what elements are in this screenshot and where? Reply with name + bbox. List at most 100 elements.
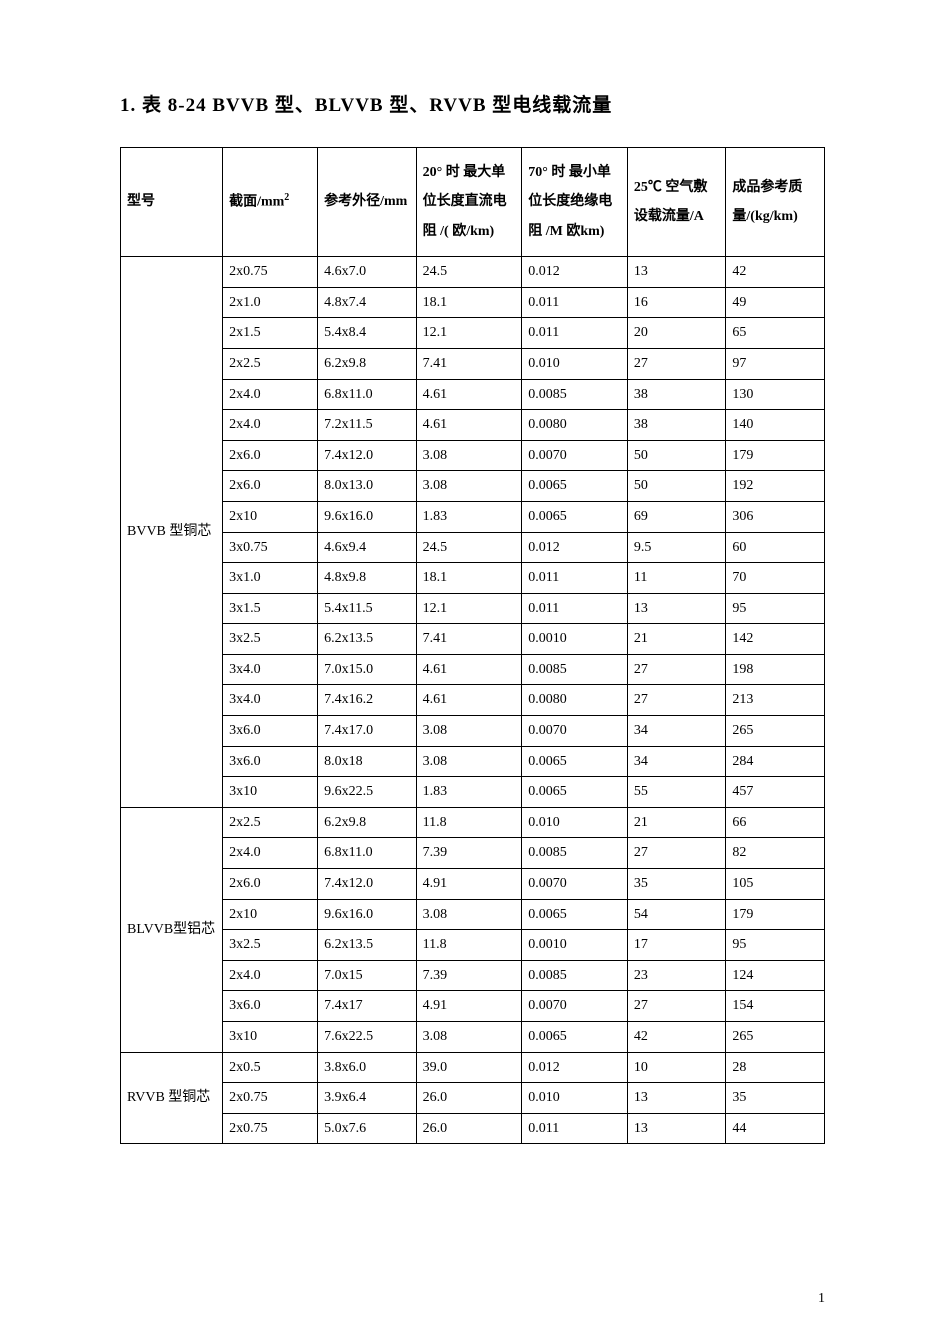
data-cell: 0.0080 (522, 685, 628, 716)
data-cell: 8.0x18 (318, 746, 417, 777)
data-cell: 26.0 (416, 1113, 522, 1144)
data-cell: 0.010 (522, 807, 628, 838)
col-dc20: 20° 时 最大单位长度直流电阻 /( 欧/km) (416, 148, 522, 257)
data-cell: 6.8x11.0 (318, 838, 417, 869)
data-cell: 6.2x13.5 (318, 624, 417, 655)
data-cell: 124 (726, 960, 825, 991)
data-cell: 11.8 (416, 807, 522, 838)
data-cell: 0.0065 (522, 1022, 628, 1053)
data-cell: 9.5 (627, 532, 726, 563)
data-cell: 12.1 (416, 318, 522, 349)
data-cell: 3.08 (416, 471, 522, 502)
data-cell: 0.012 (522, 257, 628, 288)
data-cell: 0.0085 (522, 838, 628, 869)
data-cell: 69 (627, 501, 726, 532)
model-cell: BLVVB型铝芯 (121, 807, 223, 1052)
data-cell: 13 (627, 1083, 726, 1114)
data-cell: 0.011 (522, 593, 628, 624)
table-row: 3x6.07.4x17.03.080.007034265 (121, 716, 825, 747)
data-cell: 3x1.0 (223, 563, 318, 594)
data-cell: 1.83 (416, 777, 522, 808)
data-cell: 2x4.0 (223, 960, 318, 991)
data-cell: 0.010 (522, 1083, 628, 1114)
data-cell: 50 (627, 471, 726, 502)
data-cell: 3.9x6.4 (318, 1083, 417, 1114)
col-ins70: 70° 时 最小单位长度绝缘电阻 /M 欧km) (522, 148, 628, 257)
data-cell: 2x6.0 (223, 471, 318, 502)
data-cell: 6.8x11.0 (318, 379, 417, 410)
data-cell: 3x10 (223, 777, 318, 808)
data-cell: 50 (627, 440, 726, 471)
data-cell: 0.0065 (522, 501, 628, 532)
data-cell: 3x4.0 (223, 654, 318, 685)
data-cell: 198 (726, 654, 825, 685)
data-cell: 27 (627, 654, 726, 685)
table-row: 2x109.6x16.03.080.006554179 (121, 899, 825, 930)
table-row: 2x6.07.4x12.04.910.007035105 (121, 869, 825, 900)
data-cell: 0.0085 (522, 960, 628, 991)
data-cell: 35 (726, 1083, 825, 1114)
data-cell: 2x4.0 (223, 410, 318, 441)
model-cell: RVVB 型铜芯 (121, 1052, 223, 1144)
data-cell: 4.8x7.4 (318, 287, 417, 318)
data-cell: 2x10 (223, 899, 318, 930)
data-cell: 179 (726, 899, 825, 930)
data-cell: 18.1 (416, 287, 522, 318)
data-cell: 3x2.5 (223, 624, 318, 655)
data-cell: 4.6x9.4 (318, 532, 417, 563)
data-cell: 0.0070 (522, 440, 628, 471)
table-row: 3x107.6x22.53.080.006542265 (121, 1022, 825, 1053)
data-cell: 4.61 (416, 685, 522, 716)
data-cell: 0.012 (522, 532, 628, 563)
table-row: 3x0.754.6x9.424.50.0129.560 (121, 532, 825, 563)
data-cell: 7.39 (416, 838, 522, 869)
data-cell: 24.5 (416, 532, 522, 563)
data-cell: 192 (726, 471, 825, 502)
data-cell: 21 (627, 624, 726, 655)
col-model: 型号 (121, 148, 223, 257)
data-cell: 140 (726, 410, 825, 441)
data-cell: 5.4x8.4 (318, 318, 417, 349)
data-cell: 6.2x9.8 (318, 348, 417, 379)
data-cell: 27 (627, 838, 726, 869)
data-cell: 60 (726, 532, 825, 563)
data-cell: 16 (627, 287, 726, 318)
data-cell: 7.2x11.5 (318, 410, 417, 441)
data-cell: 49 (726, 287, 825, 318)
data-cell: 4.61 (416, 654, 522, 685)
data-cell: 95 (726, 593, 825, 624)
table-row: RVVB 型铜芯2x0.53.8x6.039.00.0121028 (121, 1052, 825, 1083)
table-row: 3x2.56.2x13.511.80.00101795 (121, 930, 825, 961)
table-row: 2x2.56.2x9.87.410.0102797 (121, 348, 825, 379)
data-cell: 13 (627, 593, 726, 624)
table-row: 2x1.04.8x7.418.10.0111649 (121, 287, 825, 318)
data-cell: 17 (627, 930, 726, 961)
data-cell: 2x0.75 (223, 1113, 318, 1144)
table-body: BVVB 型铜芯2x0.754.6x7.024.50.01213422x1.04… (121, 257, 825, 1144)
data-cell: 4.6x7.0 (318, 257, 417, 288)
data-cell: 44 (726, 1113, 825, 1144)
data-cell: 3x6.0 (223, 991, 318, 1022)
data-cell: 284 (726, 746, 825, 777)
wire-capacity-table: 型号 截面/mm2 参考外径/mm 20° 时 最大单位长度直流电阻 /( 欧/… (120, 147, 825, 1144)
data-cell: 3x1.5 (223, 593, 318, 624)
data-cell: 66 (726, 807, 825, 838)
data-cell: 3.08 (416, 899, 522, 930)
data-cell: 0.0070 (522, 869, 628, 900)
data-cell: 2x0.75 (223, 1083, 318, 1114)
data-cell: 4.91 (416, 869, 522, 900)
data-cell: 154 (726, 991, 825, 1022)
data-cell: 5.4x11.5 (318, 593, 417, 624)
data-cell: 8.0x13.0 (318, 471, 417, 502)
data-cell: 27 (627, 685, 726, 716)
data-cell: 6.2x9.8 (318, 807, 417, 838)
data-cell: 2x1.0 (223, 287, 318, 318)
col-section: 截面/mm2 (223, 148, 318, 257)
data-cell: 7.4x17.0 (318, 716, 417, 747)
data-cell: 28 (726, 1052, 825, 1083)
model-cell: BVVB 型铜芯 (121, 257, 223, 808)
data-cell: 34 (627, 746, 726, 777)
data-cell: 0.0010 (522, 624, 628, 655)
data-cell: 105 (726, 869, 825, 900)
data-cell: 3.08 (416, 746, 522, 777)
